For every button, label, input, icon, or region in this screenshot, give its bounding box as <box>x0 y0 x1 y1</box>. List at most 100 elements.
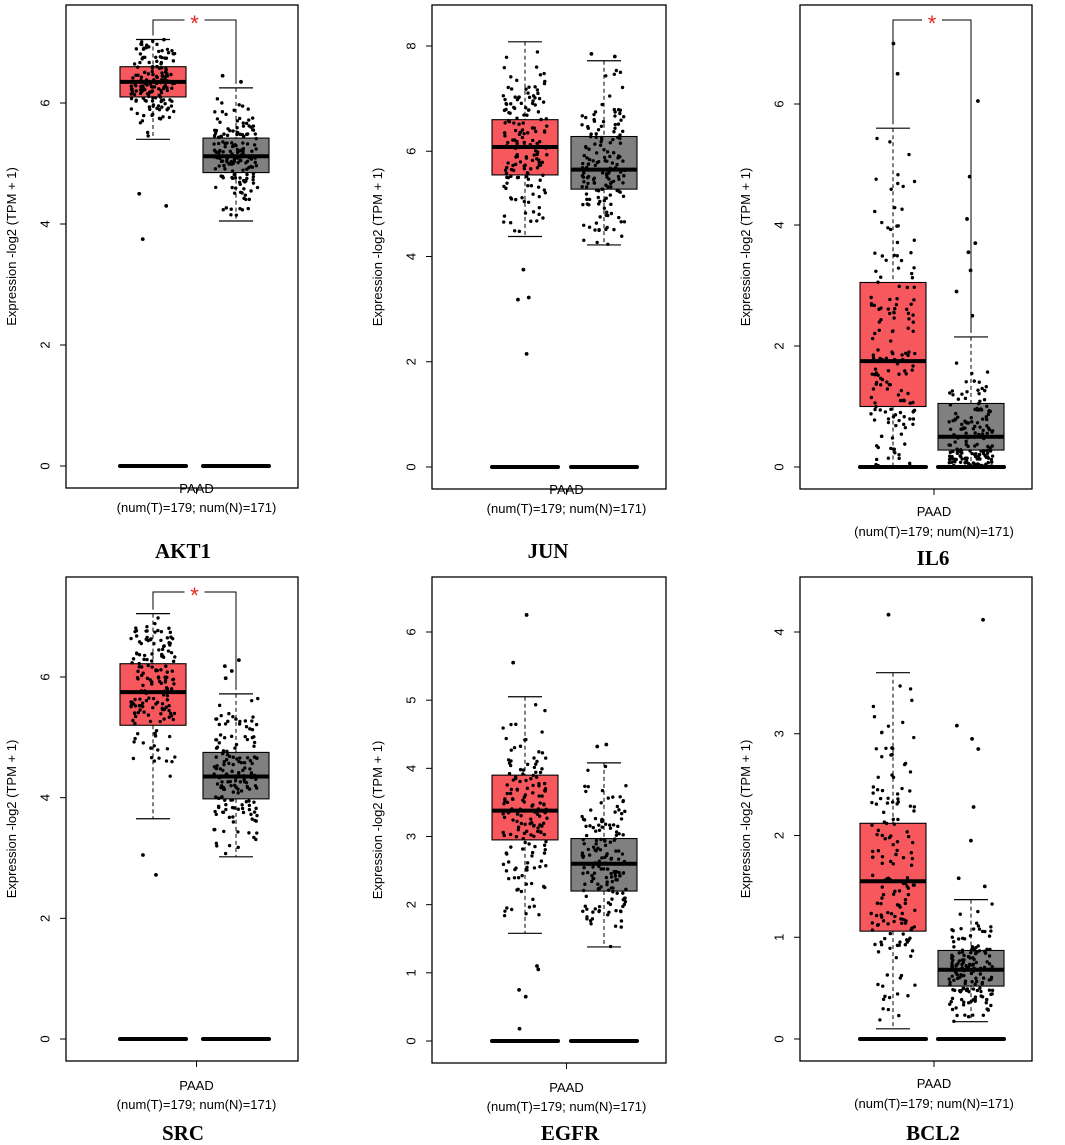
point <box>960 950 965 954</box>
point <box>613 837 617 841</box>
point <box>253 818 257 823</box>
outlier-point <box>229 669 234 673</box>
point <box>886 369 891 373</box>
data-points <box>580 742 628 949</box>
point <box>237 770 241 775</box>
point <box>891 746 895 751</box>
outlier-point <box>895 71 900 76</box>
point <box>231 714 235 719</box>
point <box>506 85 510 90</box>
point <box>540 767 544 771</box>
point <box>609 871 613 876</box>
point <box>229 207 233 211</box>
point <box>888 859 893 864</box>
point <box>869 911 873 916</box>
point <box>213 131 218 135</box>
point <box>875 832 879 837</box>
point <box>987 934 992 938</box>
point <box>503 121 507 125</box>
point <box>538 770 543 775</box>
point <box>881 919 886 923</box>
point <box>971 427 976 431</box>
point <box>617 870 621 875</box>
point <box>224 758 229 762</box>
point <box>522 131 526 136</box>
y-tick-label: 1 <box>771 934 786 941</box>
point <box>531 803 535 807</box>
point <box>584 192 589 196</box>
point <box>505 791 509 796</box>
point <box>133 736 137 741</box>
outlier-point <box>976 99 980 103</box>
point <box>870 800 874 805</box>
point <box>586 847 591 852</box>
point <box>886 226 890 230</box>
point <box>239 158 243 163</box>
point <box>986 460 990 465</box>
point <box>976 454 981 459</box>
point <box>596 127 601 132</box>
point <box>231 762 235 767</box>
point <box>502 913 507 918</box>
point <box>139 665 144 669</box>
point <box>598 848 603 852</box>
point <box>240 208 245 212</box>
point <box>610 161 615 165</box>
point <box>621 159 625 163</box>
point <box>893 889 897 894</box>
outlier-point <box>973 241 978 246</box>
point <box>139 673 144 678</box>
point <box>159 88 163 93</box>
point <box>870 921 874 925</box>
point <box>987 978 991 982</box>
point <box>987 962 992 966</box>
point <box>518 767 523 772</box>
point <box>970 451 974 456</box>
point <box>985 424 989 428</box>
outlier-point <box>535 964 539 968</box>
point <box>583 904 587 908</box>
point <box>522 166 527 171</box>
point <box>876 828 881 833</box>
point <box>901 184 905 189</box>
point <box>896 800 900 804</box>
point <box>167 79 171 84</box>
point <box>954 361 959 365</box>
point <box>515 811 520 816</box>
point <box>981 1013 986 1017</box>
point <box>608 826 613 830</box>
gene-title: SRC <box>162 1121 204 1145</box>
point <box>870 336 875 341</box>
y-tick-label: 3 <box>771 730 786 737</box>
point <box>903 942 908 947</box>
point <box>529 777 533 781</box>
point <box>502 65 506 70</box>
point <box>973 995 978 999</box>
point <box>247 118 251 122</box>
point <box>502 131 507 135</box>
point <box>244 780 249 785</box>
point <box>586 181 590 186</box>
point <box>149 659 154 663</box>
point <box>525 762 530 767</box>
point <box>515 116 519 120</box>
point <box>593 816 598 821</box>
point <box>160 48 164 53</box>
point <box>516 175 521 180</box>
point <box>606 242 610 246</box>
point <box>956 415 960 419</box>
point <box>148 82 153 86</box>
point <box>222 762 226 767</box>
point <box>878 408 882 412</box>
point <box>136 65 140 69</box>
point <box>514 162 518 167</box>
point <box>885 380 889 384</box>
point <box>960 392 964 396</box>
point <box>253 160 257 165</box>
point <box>624 887 628 892</box>
point <box>537 96 542 101</box>
point <box>214 185 218 190</box>
point <box>531 783 535 788</box>
point <box>526 200 531 204</box>
point <box>883 994 887 999</box>
